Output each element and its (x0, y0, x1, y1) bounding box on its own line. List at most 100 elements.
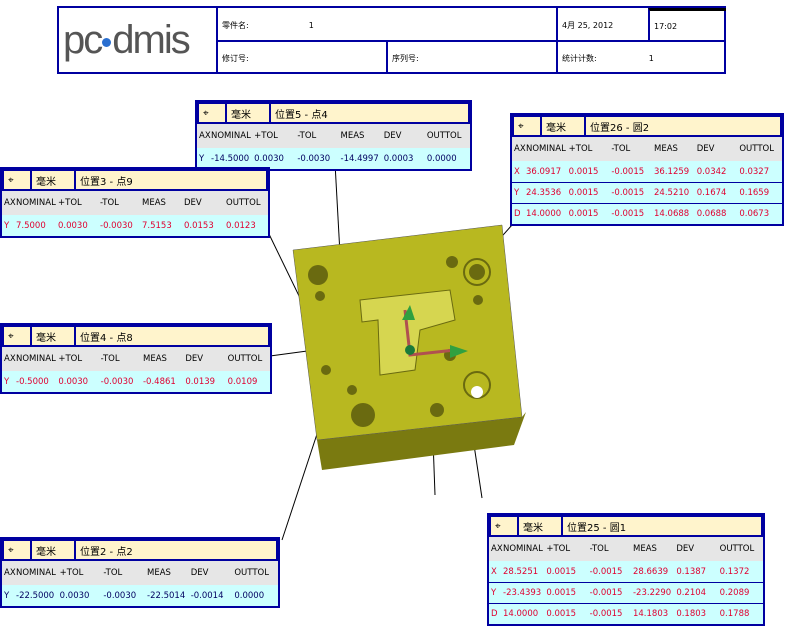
table-cell: 0.1659 (739, 188, 770, 198)
part-name-label: 零件名: (222, 20, 249, 30)
table-title: ⌖ 毫米 位置5 - 点4 (197, 102, 470, 124)
table-title: ⌖ 毫米 位置4 - 点8 (2, 325, 270, 347)
column-header: DEV (185, 354, 204, 364)
table-cell: 0.0015 (546, 609, 577, 619)
feature-name: 位置5 - 点4 (271, 104, 468, 122)
table-cell: -0.0015 (611, 188, 645, 198)
table-cell: -0.0015 (589, 588, 623, 598)
table-cell: Y (199, 153, 205, 164)
column-header: +TOL (546, 544, 571, 554)
table-cell: 0.0015 (546, 588, 577, 598)
table-cell: 36.1259 (654, 166, 690, 177)
table-cell: 0.1372 (719, 566, 750, 577)
column-header: +TOL (58, 198, 82, 208)
column-header: AX (491, 544, 503, 554)
table-cell: 0.0030 (58, 220, 88, 231)
table-cell: 14.0000 (503, 609, 539, 619)
column-header: NOMINAL (16, 198, 56, 208)
table-cell: Y (4, 376, 10, 387)
part-name-cell: 零件名: 1 (216, 8, 556, 42)
column-header: MEAS (147, 568, 171, 578)
table-cell: 0.1387 (676, 566, 707, 577)
table-cell: 0.0123 (226, 220, 256, 231)
table-cell: 36.0917 (526, 166, 562, 177)
dimension-table[interactable]: ⌖ 毫米 位置2 - 点2 AX NOMINAL +TOL -TOL MEAS DEV OU… (0, 537, 280, 608)
column-header: AX (514, 144, 526, 154)
table-cell: 0.0030 (254, 153, 284, 164)
column-header: DEV (190, 568, 209, 578)
table-cell: 0.0342 (696, 166, 727, 177)
feature-name: 位置2 - 点2 (76, 541, 276, 559)
column-header: NOMINAL (526, 144, 566, 154)
table-cell: -23.2290 (632, 588, 672, 598)
table-cell: -14.4997 (340, 153, 379, 164)
table-cell: -0.0030 (297, 153, 331, 164)
table-cell: -0.0015 (589, 566, 623, 577)
table-cell: 7.5000 (16, 220, 46, 231)
dimension-table[interactable]: ⌖ 毫米 位置3 - 点9 AX NOMINAL +TOL -TOL MEAS DEV OU… (0, 167, 270, 238)
position-icon: ⌖ (199, 104, 225, 122)
column-header: DEV (676, 544, 695, 554)
table-cell: 0.0688 (696, 209, 727, 219)
table-cell: 0.0673 (739, 209, 770, 219)
table-cell: 0.0109 (227, 376, 258, 387)
dimension-table[interactable]: ⌖ 毫米 位置4 - 点8 AX NOMINAL +TOL -TOL MEAS DEV OU… (0, 323, 272, 394)
position-icon: ⌖ (4, 541, 30, 559)
table-cell: -22.5000 (16, 590, 55, 601)
table-cell: -0.5000 (16, 376, 49, 387)
table-cell: 28.6639 (632, 566, 669, 577)
column-header: AX (4, 354, 16, 364)
table-cell: 7.5153 (142, 220, 172, 231)
table-cell: 0.0153 (184, 220, 214, 231)
table-cell: -14.5000 (211, 153, 250, 164)
table-cell: 24.3536 (526, 188, 562, 198)
revision-label: 修订号: (216, 40, 386, 74)
table-row: Y 24.3536 0.0015 -0.0015 24.5210 0.1674 0.1659 (512, 182, 782, 203)
column-headers: AX NOMINAL +TOL -TOL MEAS DEV OUTTOL (489, 537, 763, 561)
table-cell: 0.1674 (696, 188, 727, 198)
column-header: DEV (383, 131, 402, 141)
column-header: MEAS (142, 198, 166, 208)
time: 17:02 (648, 8, 726, 42)
table-cell: 0.2104 (676, 588, 707, 598)
column-header: NOMINAL (211, 131, 251, 141)
dimension-table[interactable]: ⌖ 毫米 位置26 - 圆2 AX NOMINAL +TOL -TOL MEAS DEV O… (510, 113, 784, 226)
table-cell: -0.0015 (611, 166, 645, 177)
stat-count-label: 统计计数: (562, 53, 597, 63)
table-cell: Y (514, 188, 520, 198)
table-cell: D (514, 209, 521, 219)
dimension-table[interactable]: ⌖ 毫米 位置25 - 圆1 AX NOMINAL +TOL -TOL MEAS DEV O… (487, 513, 765, 626)
table-cell: 14.0000 (526, 209, 562, 219)
column-header: DEV (696, 144, 715, 154)
column-headers: AX NOMINAL +TOL -TOL MEAS DEV OUTTOL (2, 561, 278, 585)
table-cell: 28.5251 (503, 566, 539, 577)
dimension-table[interactable]: ⌖ 毫米 位置5 - 点4 AX NOMINAL +TOL -TOL MEAS DEV OU… (195, 100, 472, 171)
table-cell: Y (491, 588, 497, 598)
table-row: Y -0.5000 0.0030 -0.0030 -0.4861 0.0139 0.0109 (2, 371, 270, 392)
table-cell: 0.0015 (546, 566, 577, 577)
table-cell: 24.5210 (654, 188, 690, 198)
table-cell: -0.0030 (100, 376, 134, 387)
column-header: OUTTOL (234, 568, 269, 578)
position-icon: ⌖ (491, 517, 517, 535)
units-label: 毫米 (519, 517, 561, 535)
position-icon: ⌖ (4, 171, 30, 189)
table-cell: 0.0015 (568, 209, 599, 219)
units-label: 毫米 (32, 171, 74, 189)
table-cell: 0.0030 (58, 376, 89, 387)
table-cell: 0.0327 (739, 166, 770, 177)
column-header: +TOL (254, 131, 278, 141)
table-title: ⌖ 毫米 位置2 - 点2 (2, 539, 278, 561)
table-row: D 14.0000 0.0015 -0.0015 14.1803 0.1803 0.1788 (489, 603, 763, 624)
table-cell: -0.0030 (100, 220, 133, 231)
feature-name: 位置4 - 点8 (76, 327, 268, 345)
pcdmis-logo: pc dmis (63, 18, 191, 62)
column-header: +TOL (58, 354, 83, 364)
table-cell: -23.4393 (503, 588, 542, 598)
feature-name: 位置3 - 点9 (76, 171, 266, 189)
table-cell: 0.0015 (568, 188, 599, 198)
part-model (292, 224, 526, 470)
table-cell: D (491, 609, 498, 619)
table-row: Y -23.4393 0.0015 -0.0015 -23.2290 0.2104 0.20… (489, 582, 763, 603)
